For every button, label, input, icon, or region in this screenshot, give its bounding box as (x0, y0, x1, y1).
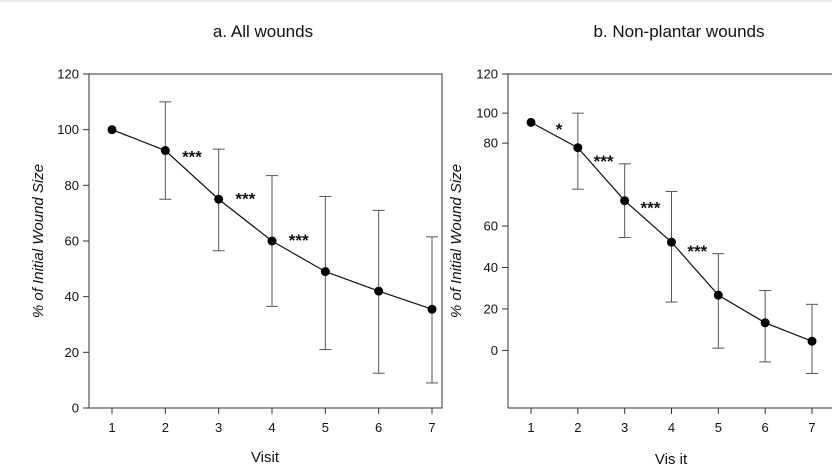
y-tick-label: 120 (57, 67, 79, 82)
panel-b-x-ticks: 1 2 3 4 5 6 7 (527, 408, 816, 435)
y-tick-label: 20 (484, 301, 498, 316)
data-point (713, 290, 723, 300)
x-tick-label: 3 (621, 420, 628, 435)
data-point (374, 286, 384, 296)
x-tick-label: 5 (322, 420, 329, 435)
data-point (107, 125, 117, 135)
y-tick-label: 80 (484, 136, 498, 151)
data-point (620, 196, 630, 206)
significance-marker: *** (594, 152, 614, 171)
x-tick-label: 6 (762, 420, 769, 435)
panel-b-points (526, 117, 817, 346)
data-point (160, 146, 170, 156)
panel-a-y-ticks: 0 20 40 60 80 100 120 (57, 67, 89, 416)
panel-a-y-axis-label: % of Initial Wound Size (30, 164, 47, 318)
data-point (320, 267, 330, 277)
x-tick-label: 4 (268, 420, 275, 435)
significance-marker: * (556, 120, 563, 139)
x-tick-label: 5 (715, 420, 722, 435)
x-tick-label: 2 (162, 420, 169, 435)
significance-marker: *** (182, 148, 202, 167)
y-tick-label: 100 (57, 122, 79, 137)
significance-marker: *** (235, 189, 255, 208)
panel-b-title: b. Non-plantar wounds (593, 22, 764, 41)
y-tick-label: 60 (65, 234, 79, 249)
x-tick-label: 1 (108, 420, 115, 435)
panel-a-x-ticks: 1 2 3 4 5 6 7 (108, 408, 436, 435)
data-point (267, 236, 277, 246)
y-tick-label: 40 (484, 260, 498, 275)
y-tick-label: 20 (65, 345, 79, 360)
significance-marker: *** (640, 198, 660, 217)
x-tick-label: 7 (428, 420, 435, 435)
panel-b-y-axis-label: % of Initial Wound Size (448, 164, 465, 318)
data-point (807, 336, 817, 346)
panel-b: b. Non-plantar wounds 0 20 40 60 80 100 120 1 2… (448, 22, 832, 468)
panel-a-annotations: *** *** *** (182, 148, 309, 251)
x-tick-label: 4 (668, 420, 675, 435)
x-tick-label: 3 (215, 420, 222, 435)
y-tick-label: 0 (491, 343, 498, 358)
x-tick-label: 7 (808, 420, 815, 435)
data-point (526, 117, 536, 127)
panel-a-points (107, 125, 437, 314)
data-point (427, 304, 437, 314)
data-point (667, 237, 676, 247)
y-tick-label: 0 (72, 401, 79, 416)
data-point (214, 194, 224, 204)
significance-marker: *** (289, 231, 309, 250)
panel-b-y-ticks: 0 20 40 60 80 100 120 (476, 67, 508, 358)
data-point (760, 318, 770, 328)
significance-marker: *** (687, 242, 707, 261)
x-tick-label: 1 (527, 420, 534, 435)
data-point (573, 143, 583, 153)
y-tick-label: 120 (476, 67, 498, 82)
y-tick-label: 40 (65, 289, 79, 304)
x-tick-label: 2 (574, 420, 581, 435)
panel-b-x-axis-label: Vis it (655, 451, 688, 468)
panel-a-title: a. All wounds (213, 22, 313, 41)
panel-a-plot-frame (88, 73, 443, 409)
panel-a-x-axis-label: Visit (251, 449, 280, 466)
panel-b-annotations: ********** (556, 120, 708, 261)
panel-a: a. All wounds 0 20 40 60 80 100 120 1 2 3 4 5 6 7 **… (30, 22, 443, 466)
y-tick-label: 80 (65, 178, 79, 193)
y-tick-label: 100 (476, 106, 498, 121)
x-tick-label: 6 (375, 420, 382, 435)
y-tick-label: 60 (484, 219, 498, 234)
